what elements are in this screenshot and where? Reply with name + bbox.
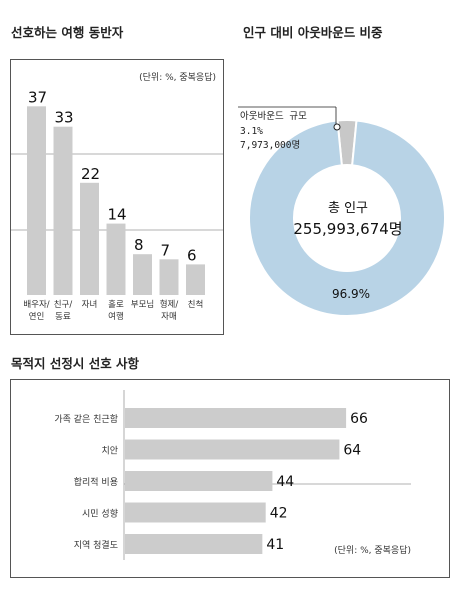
bar-value-label: 22 — [81, 165, 100, 183]
category-label: 배우자/ — [23, 300, 49, 310]
horizontal-bar-chart: 가족 같은 친근함 66 치안 64 합리적 비용 44 시민 성향 42 지역 청결도 41 (… — [54, 390, 411, 560]
bar — [27, 106, 46, 295]
category-label: 친구/ — [54, 299, 73, 310]
category-label: 지역 청결도 — [74, 540, 118, 551]
category-label: 부모님 — [131, 299, 154, 310]
bar — [186, 264, 205, 295]
bar-value-label: 42 — [270, 506, 288, 522]
bar-value-label: 37 — [28, 88, 47, 106]
category-label: 자녀 — [82, 300, 98, 310]
category-label: 합리적 비용 — [74, 476, 118, 488]
category-label: 자매 — [161, 312, 177, 322]
main-percent-label: 96.9% — [332, 287, 370, 301]
category-label: 형제/ — [160, 300, 179, 310]
left-chart-title: 선호하는 여행 동반자 — [11, 25, 124, 40]
unit-label: (단위: %, 중복응답) — [139, 71, 216, 83]
center-label: 총 인구 — [328, 201, 368, 216]
category-label: 동료 — [55, 312, 71, 322]
category-label: 가족 같은 친근함 — [54, 413, 118, 425]
bar-value-label: 44 — [276, 474, 294, 490]
bar — [125, 534, 263, 554]
category-label: 연인 — [29, 311, 45, 322]
right-chart-area: 아웃바운드 규모 3.1% 7,973,000명 총 인구 255,993,67… — [228, 40, 465, 317]
bar — [53, 126, 73, 295]
bar — [133, 254, 152, 295]
center-value: 255,993,674명 — [293, 220, 402, 238]
callout-dot — [333, 123, 341, 131]
bar — [125, 408, 347, 428]
bar-value-label: 66 — [350, 411, 368, 427]
donut-hole — [295, 166, 399, 270]
bar — [125, 439, 340, 460]
bar-value-label: 14 — [108, 206, 127, 224]
category-label: 친척 — [188, 299, 204, 310]
bar — [159, 259, 179, 295]
callout-percent: 3.1% — [240, 126, 263, 137]
bar-value-label: 8 — [134, 236, 144, 254]
category-label: 홀로 — [108, 299, 124, 310]
bottom-chart-title: 목적지 선정시 선호 사항 — [11, 356, 140, 371]
bar-value-label: 41 — [266, 537, 284, 553]
bar — [125, 471, 273, 491]
right-chart-title: 인구 대비 아웃바운드 비중 — [243, 25, 383, 40]
bar-value-label: 33 — [55, 109, 74, 127]
bar-value-label: 6 — [187, 246, 197, 264]
callout-title: 아웃바운드 규모 — [240, 111, 307, 122]
category-label: 여행 — [108, 311, 124, 322]
bottom-chart-panel: 가족 같은 친근함 66 치안 64 합리적 비용 44 시민 성향 42 지역 청결도 41 (… — [10, 379, 450, 578]
category-label: 치안 — [101, 445, 118, 457]
bar — [80, 182, 99, 295]
bar-value-label: 64 — [343, 443, 361, 459]
donut-chart: 아웃바운드 규모 3.1% 7,973,000명 총 인구 255,993,67… — [238, 106, 446, 317]
unit-label: (단위: %, 중복응답) — [334, 544, 411, 556]
callout-count: 7,973,000명 — [240, 140, 300, 151]
bar-value-label: 7 — [161, 241, 171, 259]
category-label: 시민 성향 — [82, 508, 118, 520]
left-chart-panel: (단위: %, 중복응답) 37 배우자/연인 33 친구/동료 22 자녀 14 홀로 여행 8… — [10, 59, 224, 335]
bar — [125, 502, 266, 523]
bar — [106, 223, 126, 295]
donut-slice — [248, 119, 446, 317]
